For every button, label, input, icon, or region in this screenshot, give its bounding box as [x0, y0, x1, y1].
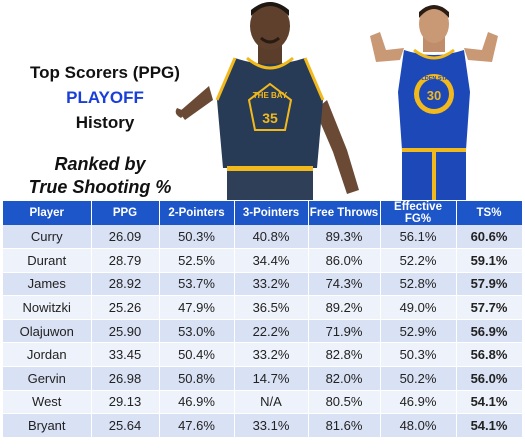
player-name: Bryant — [3, 413, 92, 438]
two-pointers-cell: 47.6% — [159, 413, 235, 438]
effective-fg-cell: 52.2% — [380, 248, 457, 273]
title-line-2: PLAYOFF — [66, 88, 144, 107]
three-pointers-cell: 33.2% — [234, 342, 309, 368]
ts-cell: 59.1% — [456, 248, 523, 273]
player-name: Jordan — [3, 342, 92, 368]
three-pointers-cell: N/A — [234, 390, 309, 415]
player-name: Durant — [3, 248, 92, 273]
ts-cell: 56.9% — [456, 319, 523, 344]
table-header-row: Player PPG 2-Pointers 3-Pointers Free Th… — [3, 201, 523, 225]
two-pointers-cell: 53.0% — [159, 319, 235, 344]
player-name: Nowitzki — [3, 295, 92, 320]
table-row: Bryant 25.64 47.6% 33.1% 81.6% 48.0% 54.… — [3, 413, 523, 438]
table-row: Gervin 26.98 50.8% 14.7% 82.0% 50.2% 56.… — [3, 366, 523, 391]
ts-cell: 57.9% — [456, 272, 523, 297]
header-ts: TS% — [456, 201, 523, 225]
three-pointers-cell: 36.5% — [234, 295, 309, 320]
ppg-cell: 25.90 — [91, 319, 160, 344]
ppg-cell: 26.98 — [91, 366, 160, 391]
ppg-cell: 25.26 — [91, 295, 160, 320]
two-pointers-cell: 50.8% — [159, 366, 235, 391]
subtitle-line-1: Ranked by — [54, 154, 146, 174]
jersey-number-left: 35 — [262, 110, 278, 126]
ts-cell: 54.1% — [456, 390, 523, 415]
effective-fg-cell: 48.0% — [380, 413, 457, 438]
two-pointers-cell: 50.3% — [159, 225, 235, 250]
jersey-number-right: 30 — [427, 88, 441, 103]
two-pointers-cell: 47.9% — [159, 295, 235, 320]
player-photo-curry: GOLDEN STATE 30 — [370, 5, 498, 200]
player-name: Olajuwon — [3, 319, 92, 344]
header-2-pointers: 2-Pointers — [159, 201, 235, 225]
title-line-3: History — [75, 113, 135, 132]
effective-fg-cell: 50.3% — [380, 342, 457, 368]
effective-fg-cell: 52.9% — [380, 319, 457, 344]
jersey-text-left: THE BAY — [253, 91, 288, 100]
effective-fg-cell: 56.1% — [380, 225, 457, 250]
free-throws-cell: 80.5% — [308, 390, 381, 415]
table-row: Olajuwon 25.90 53.0% 22.2% 71.9% 52.9% 5… — [3, 319, 523, 344]
three-pointers-cell: 40.8% — [234, 225, 309, 250]
table-row: Nowitzki 25.26 47.9% 36.5% 89.2% 49.0% 5… — [3, 295, 523, 320]
free-throws-cell: 82.0% — [308, 366, 381, 391]
three-pointers-cell: 33.2% — [234, 272, 309, 297]
player-name: Gervin — [3, 366, 92, 391]
ts-cell: 56.0% — [456, 366, 523, 391]
two-pointers-cell: 50.4% — [159, 342, 235, 368]
player-name: West — [3, 390, 92, 415]
subtitle-line-2: True Shooting % — [28, 177, 172, 197]
subtitle-block: Ranked by True Shooting % — [0, 153, 200, 199]
free-throws-cell: 86.0% — [308, 248, 381, 273]
table-row: West 29.13 46.9% N/A 80.5% 46.9% 54.1% — [3, 390, 523, 415]
effective-fg-cell: 46.9% — [380, 390, 457, 415]
three-pointers-cell: 14.7% — [234, 366, 309, 391]
player-name: James — [3, 272, 92, 297]
ppg-cell: 25.64 — [91, 413, 160, 438]
free-throws-cell: 71.9% — [308, 319, 381, 344]
header-3-pointers: 3-Pointers — [234, 201, 309, 225]
free-throws-cell: 82.8% — [308, 342, 381, 368]
free-throws-cell: 81.6% — [308, 413, 381, 438]
stats-table: Player PPG 2-Pointers 3-Pointers Free Th… — [3, 201, 523, 438]
ts-cell: 56.8% — [456, 342, 523, 368]
player-name: Curry — [3, 225, 92, 250]
two-pointers-cell: 53.7% — [159, 272, 235, 297]
two-pointers-cell: 52.5% — [159, 248, 235, 273]
free-throws-cell: 89.3% — [308, 225, 381, 250]
effective-fg-cell: 50.2% — [380, 366, 457, 391]
ppg-cell: 28.79 — [91, 248, 160, 273]
three-pointers-cell: 22.2% — [234, 319, 309, 344]
ts-cell: 54.1% — [456, 413, 523, 438]
two-pointers-cell: 46.9% — [159, 390, 235, 415]
effective-fg-cell: 52.8% — [380, 272, 457, 297]
title-line-1: Top Scorers (PPG) — [30, 63, 180, 82]
ppg-cell: 26.09 — [91, 225, 160, 250]
header-free-throws: Free Throws — [308, 201, 381, 225]
ppg-cell: 29.13 — [91, 390, 160, 415]
ts-cell: 60.6% — [456, 225, 523, 250]
table-row: Jordan 33.45 50.4% 33.2% 82.8% 50.3% 56.… — [3, 342, 523, 368]
header-player: Player — [3, 201, 92, 225]
free-throws-cell: 74.3% — [308, 272, 381, 297]
header-effective-fg: Effective FG% — [380, 201, 457, 225]
jersey-text-right: GOLDEN STATE — [413, 76, 456, 82]
title-block: Top Scorers (PPG) PLAYOFF History — [0, 60, 210, 135]
table-row: James 28.92 53.7% 33.2% 74.3% 52.8% 57.9… — [3, 272, 523, 297]
table-row: Curry 26.09 50.3% 40.8% 89.3% 56.1% 60.6… — [3, 225, 523, 250]
ppg-cell: 28.92 — [91, 272, 160, 297]
ppg-cell: 33.45 — [91, 342, 160, 368]
ts-cell: 57.7% — [456, 295, 523, 320]
table-row: Durant 28.79 52.5% 34.4% 86.0% 52.2% 59.… — [3, 248, 523, 273]
free-throws-cell: 89.2% — [308, 295, 381, 320]
player-photo-durant: THE BAY 35 — [175, 2, 359, 200]
three-pointers-cell: 33.1% — [234, 413, 309, 438]
effective-fg-cell: 49.0% — [380, 295, 457, 320]
header-ppg: PPG — [91, 201, 160, 225]
three-pointers-cell: 34.4% — [234, 248, 309, 273]
